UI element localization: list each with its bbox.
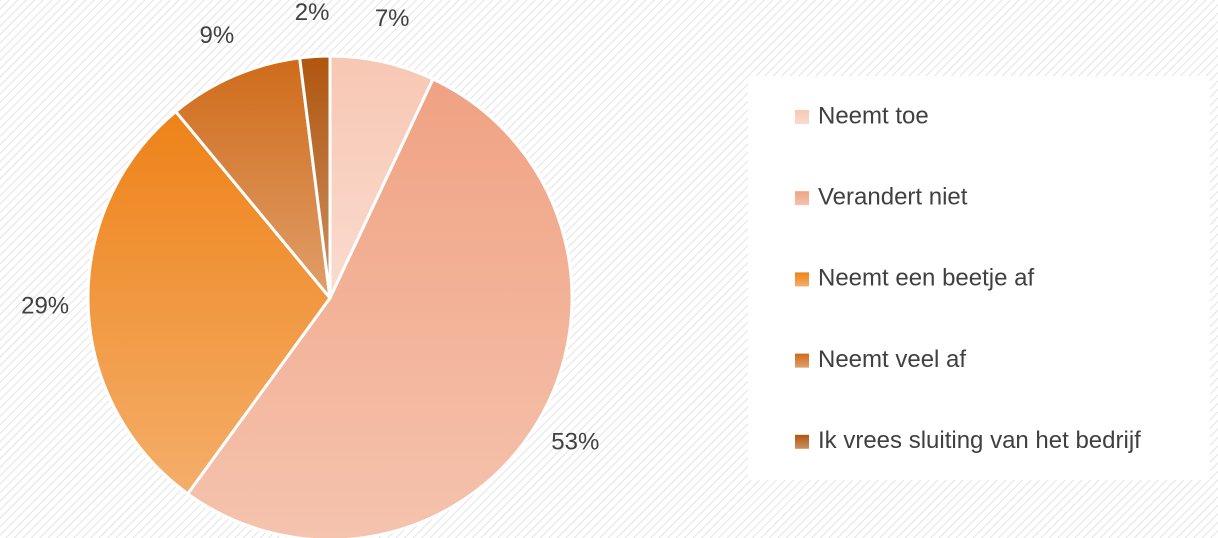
pie-slice — [86, 110, 332, 496]
legend-label: Neemt toe — [818, 102, 929, 129]
legend-box — [748, 76, 1210, 480]
pie-slice — [298, 54, 332, 300]
pie-slice — [174, 56, 332, 300]
pie-slice — [328, 54, 435, 300]
legend-swatch — [795, 110, 809, 124]
legend-label: Verandert niet — [818, 184, 968, 211]
data-label: 53% — [551, 428, 599, 455]
legend-label: Neemt een beetje af — [818, 265, 1034, 292]
legend-swatch — [795, 191, 809, 206]
data-label: 9% — [199, 22, 234, 49]
legend-swatch — [795, 434, 809, 449]
legend-swatch — [795, 353, 809, 368]
legend-label: Neemt veel af — [818, 346, 966, 373]
data-label: 29% — [21, 292, 69, 319]
legend-label: Ik vrees sluiting van het bedrijf — [818, 427, 1141, 454]
data-label: 7% — [375, 5, 410, 32]
pie-slice — [186, 77, 574, 538]
legend-swatch — [795, 272, 809, 287]
data-label: 2% — [295, 0, 330, 26]
